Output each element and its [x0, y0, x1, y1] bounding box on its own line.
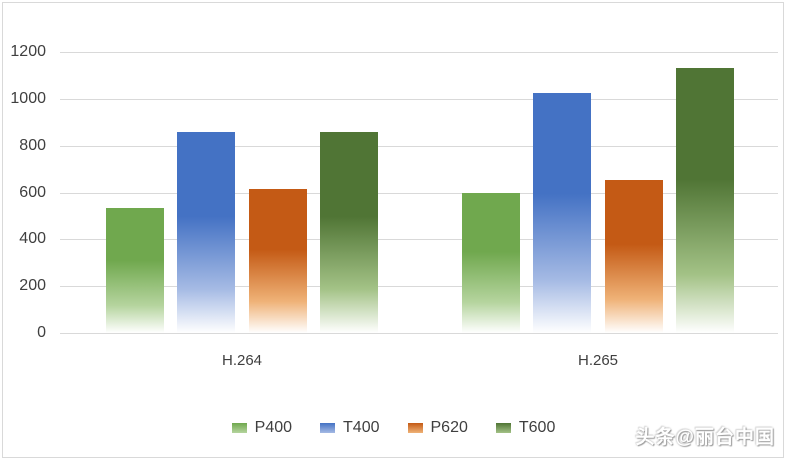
gridline: [60, 239, 778, 241]
bar-p620-h264: [248, 189, 307, 333]
bar-p400-h265: [462, 192, 520, 333]
legend-item-p620: P620: [407, 419, 468, 437]
legend-label: T600: [518, 419, 556, 436]
bar-t400-h265: [533, 92, 592, 333]
y-tick-label: 400: [19, 230, 46, 248]
legend-swatch-p620: [407, 423, 423, 433]
x-axis-label: H.264: [221, 352, 263, 369]
watermark: 头条@丽台中国: [635, 427, 775, 448]
bar-group-h265: [462, 52, 734, 333]
y-tick-label: 600: [19, 183, 46, 201]
plot-area: [60, 52, 778, 334]
legend-swatch-t600: [495, 423, 511, 433]
bar-t600-h265: [675, 68, 734, 333]
bar-p400-h264: [106, 207, 164, 333]
gridline: [60, 333, 778, 334]
gridline: [60, 98, 778, 100]
bar-p620-h265: [604, 179, 663, 333]
legend-label: P400: [254, 419, 293, 436]
gridline: [60, 52, 778, 53]
bar-group-h264: [106, 52, 378, 333]
legend-item-p400: P400: [231, 419, 293, 437]
legend-item-t600: T600: [495, 419, 556, 437]
gridline: [60, 192, 778, 194]
legend-label: P620: [430, 419, 468, 436]
gridline: [60, 286, 778, 288]
y-tick-label: 1200: [10, 43, 46, 60]
legend-item-t400: T400: [320, 419, 380, 437]
bar-t400-h264: [177, 131, 236, 333]
gridline: [60, 145, 778, 147]
bar-t600-h264: [319, 131, 378, 333]
y-tick-label: 200: [19, 277, 46, 295]
legend-swatch-p400: [231, 423, 247, 433]
legend: P400 T400 P620 T600: [0, 419, 787, 437]
y-tick-label: 800: [19, 136, 46, 154]
y-tick-label: 0: [37, 324, 46, 341]
x-axis-label: H.265: [577, 352, 619, 369]
y-axis: 1200 1000 800 600 400 200 0: [0, 44, 46, 341]
legend-swatch-t400: [320, 423, 336, 433]
y-tick-label: 1000: [10, 89, 46, 107]
legend-label: T400: [343, 419, 380, 436]
